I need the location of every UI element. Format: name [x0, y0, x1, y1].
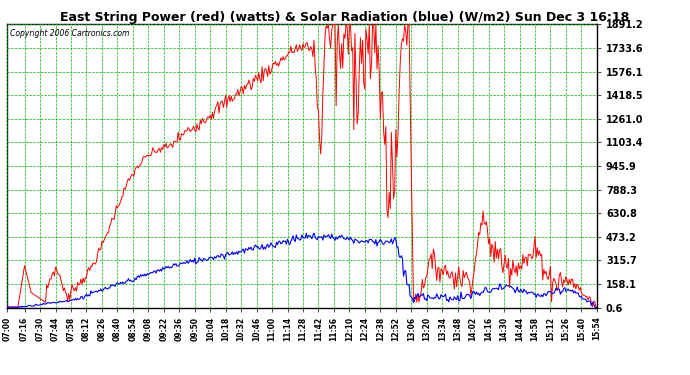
- Text: Copyright 2006 Cartronics.com: Copyright 2006 Cartronics.com: [10, 28, 129, 38]
- Text: East String Power (red) (watts) & Solar Radiation (blue) (W/m2) Sun Dec 3 16:18: East String Power (red) (watts) & Solar …: [61, 11, 629, 24]
